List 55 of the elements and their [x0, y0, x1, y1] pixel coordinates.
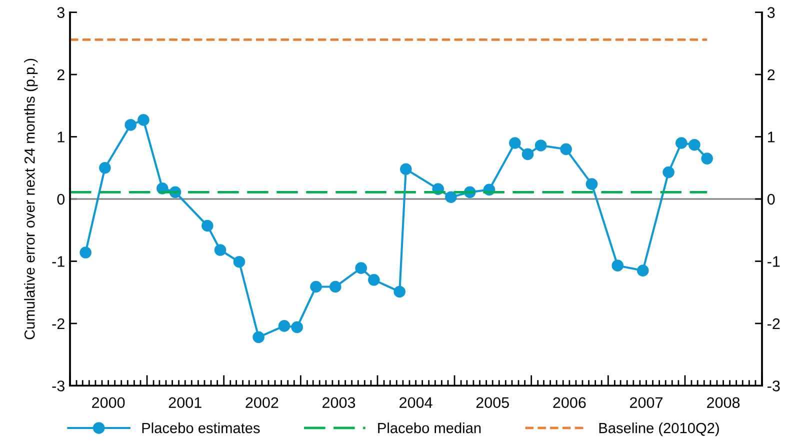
point: [138, 114, 150, 126]
x-tick-label: 2008: [707, 397, 740, 408]
point: [701, 152, 713, 164]
point: [291, 321, 303, 334]
y-axis-title: Cumulative error over next 24 months (p.p.): [24, 58, 38, 340]
x-tick-label: 2004: [400, 397, 432, 408]
y-tick-label: 3: [57, 7, 64, 18]
point: [355, 262, 367, 274]
y2-tick-label: 0: [767, 194, 775, 205]
y-tick-label: -1: [52, 256, 64, 267]
y2-tick-label: 1: [768, 132, 775, 142]
point: [509, 137, 521, 149]
point: [636, 264, 649, 276]
legend-label: Placebo estimates: [142, 422, 260, 434]
point: [202, 220, 214, 232]
point: [278, 320, 290, 332]
point: [80, 246, 92, 258]
y2-tick-label: -2: [768, 318, 780, 329]
y2-tick-label: 2: [768, 69, 775, 80]
y2-tick-label: -3: [768, 380, 780, 392]
point: [310, 280, 322, 293]
point: [400, 163, 412, 176]
point: [688, 138, 700, 151]
x-tick-label: 2001: [168, 397, 202, 408]
point: [534, 140, 547, 152]
x-tick-label: 2003: [322, 397, 356, 408]
y-tick-label: 0: [57, 194, 65, 205]
point: [662, 166, 674, 178]
point: [445, 191, 457, 204]
point: [675, 137, 688, 149]
y-tick-label: -2: [52, 318, 64, 329]
x-tick-label: 2002: [246, 397, 278, 408]
point: [394, 286, 406, 298]
y-tick-label: 2: [57, 69, 64, 80]
x-tick-label: 2006: [553, 397, 586, 408]
point: [124, 119, 137, 131]
x-tick-label: 2000: [92, 397, 125, 408]
point: [586, 178, 598, 190]
legend-label: Baseline (2010Q2): [599, 422, 719, 436]
y-tick-label: 1: [58, 132, 64, 142]
point: [368, 274, 380, 286]
point: [560, 143, 572, 156]
y2-tick-label: -1: [768, 256, 780, 267]
point: [612, 260, 624, 272]
point: [233, 256, 246, 268]
point: [214, 244, 226, 256]
x-tick-label: 2007: [630, 397, 662, 408]
legend-label: Placebo median: [378, 422, 481, 434]
y2-tick-label: 3: [767, 7, 775, 18]
point: [329, 280, 342, 293]
point: [99, 162, 111, 174]
point: [522, 148, 534, 160]
y-tick-label: -3: [52, 380, 64, 392]
point: [252, 331, 264, 344]
x-tick-label: 2005: [476, 397, 509, 408]
